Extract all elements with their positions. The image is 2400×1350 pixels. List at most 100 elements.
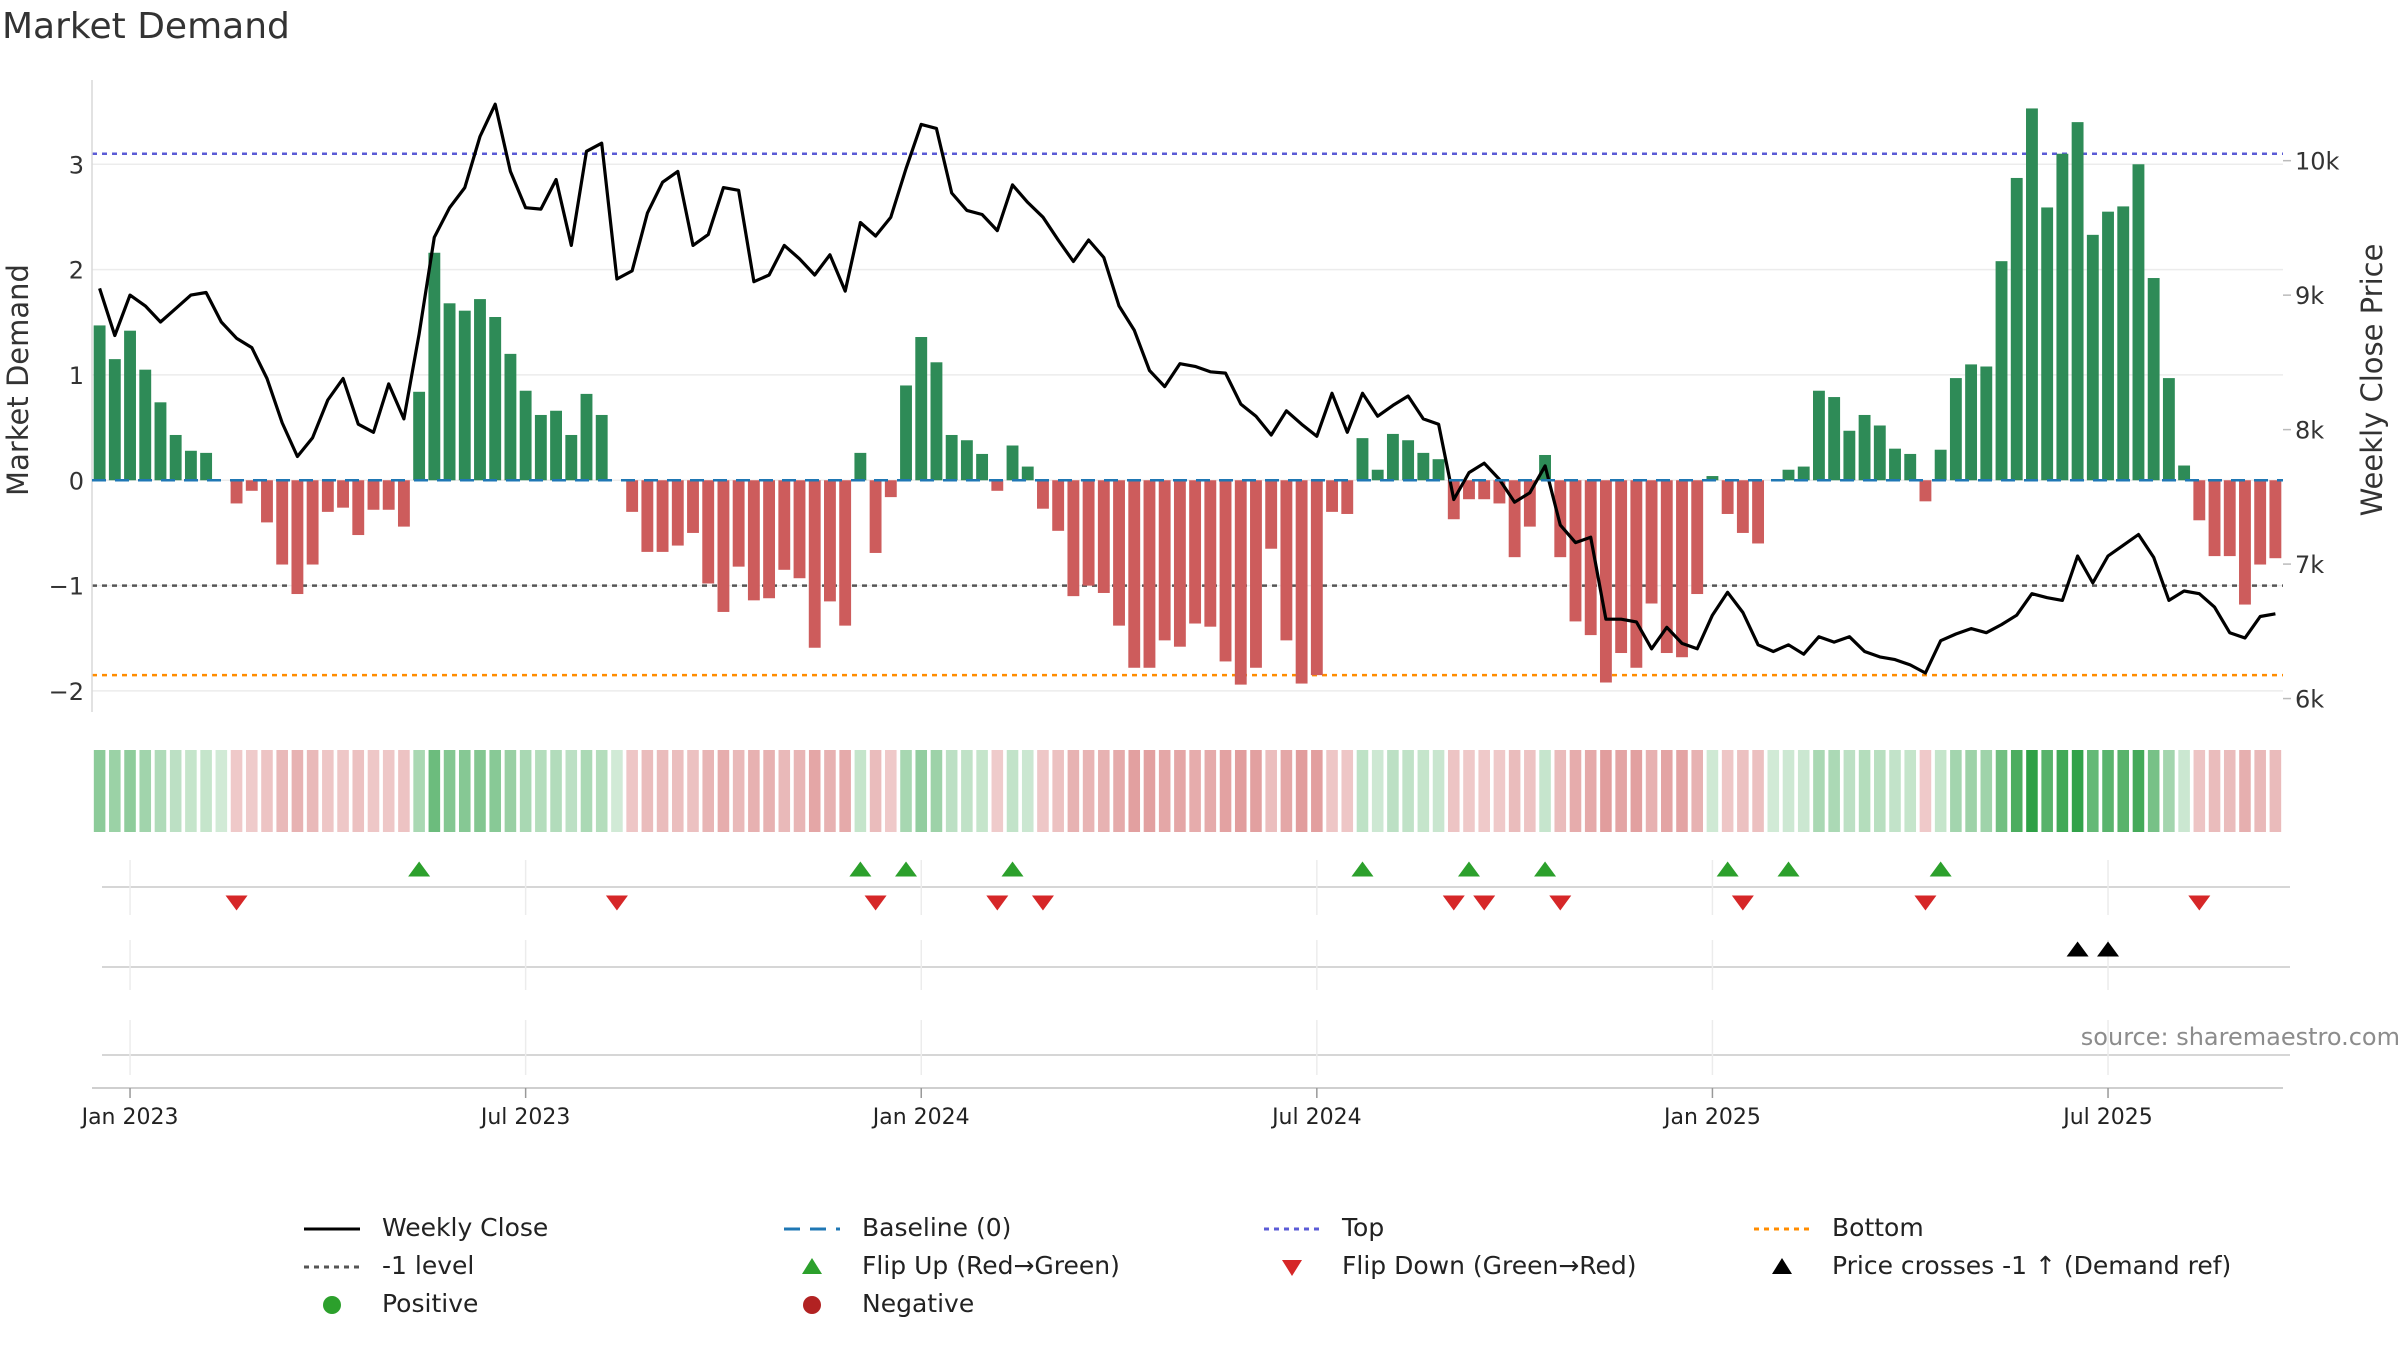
heat-cell [1295, 750, 1308, 832]
heat-cell [550, 750, 562, 832]
heat-cell [1189, 750, 1201, 832]
heat-cell [1204, 750, 1217, 832]
heat-cell [2102, 750, 2114, 832]
heat-cell [124, 750, 136, 832]
demand-bar [641, 480, 654, 552]
heat-cell [1706, 750, 1719, 832]
heat-cell [1052, 750, 1064, 832]
demand-bar [2041, 207, 2054, 481]
signal-markers [102, 860, 2290, 1075]
demand-bar [793, 480, 806, 579]
demand-bar [1204, 480, 1217, 627]
flip-up-marker [1534, 861, 1557, 877]
demand-bar [1782, 469, 1795, 481]
demand-bar [413, 391, 426, 481]
x-tick-label: Jan 2024 [871, 1105, 970, 1130]
heat-cell [1143, 750, 1156, 832]
demand-bar [1660, 480, 1673, 654]
demand-bar [884, 480, 897, 498]
heat-cell [504, 750, 517, 832]
demand-bar [900, 385, 912, 481]
demand-bar [1980, 366, 1993, 481]
demand-bar [930, 362, 943, 481]
heat-cell [1417, 750, 1430, 832]
flip-up-marker [1001, 861, 1024, 877]
heat-cell [215, 750, 228, 832]
demand-bar [2132, 164, 2145, 481]
heat-cell [1919, 750, 1932, 832]
heat-cell [1067, 750, 1080, 832]
demand-bar [1082, 480, 1095, 586]
heat-cell [915, 750, 928, 832]
demand-bar [397, 480, 410, 527]
demand-bar [595, 414, 608, 481]
heat-cell [1737, 750, 1749, 832]
demand-bar [2208, 480, 2221, 557]
heat-cell [748, 750, 760, 832]
demand-bar [154, 402, 167, 481]
x-tick-label: Jan 2023 [80, 1105, 179, 1130]
demand-bar [1310, 480, 1323, 676]
demand-bar [169, 434, 182, 481]
flip-down-marker [1549, 895, 1572, 911]
demand-bar [808, 480, 821, 648]
heat-cell [672, 750, 684, 832]
y-tick-label: −2 [49, 678, 84, 706]
demand-bar [2254, 480, 2267, 565]
demand-bar [1478, 480, 1491, 500]
heat-cell [200, 750, 212, 832]
heat-cell [245, 750, 258, 832]
heat-cell [1843, 750, 1856, 832]
heat-cell [1950, 750, 1962, 832]
demand-bar [382, 480, 395, 510]
demand-bar [1630, 480, 1643, 668]
heat-cell [1037, 750, 1049, 832]
y-tick-label: 1 [69, 362, 84, 390]
heat-strip [93, 750, 2282, 832]
demand-bar [139, 369, 152, 481]
heat-cell [2087, 750, 2099, 832]
heat-cell [1311, 750, 1323, 832]
demand-bar [1493, 480, 1506, 504]
demand-bar [778, 480, 791, 570]
grid [92, 159, 2291, 700]
heat-cell [824, 750, 836, 832]
legend-label: -1 level [382, 1251, 475, 1280]
heat-cell [169, 750, 182, 832]
heat-cell [413, 750, 425, 832]
legend-label: Weekly Close [382, 1213, 549, 1242]
flip-up-marker [1457, 861, 1480, 877]
demand-bar [108, 359, 121, 481]
demand-bar [1371, 469, 1384, 481]
demand-bar [245, 480, 258, 491]
demand-bar [1858, 414, 1871, 481]
flip-up-marker [895, 861, 918, 877]
heat-cell [1691, 750, 1703, 832]
demand-bar [1523, 480, 1536, 527]
heat-cell [930, 750, 943, 832]
heat-cell [519, 750, 532, 832]
heat-cell [1082, 750, 1095, 832]
flip-down-marker [1031, 895, 1054, 911]
heat-cell [839, 750, 851, 832]
y-axis-title: Market Demand [1, 264, 35, 496]
demand-bar [1356, 438, 1369, 481]
heat-cell [1128, 750, 1141, 832]
heat-cell [1554, 750, 1567, 832]
heat-cell [1630, 750, 1643, 832]
x-tick-label: Jul 2023 [479, 1105, 571, 1130]
heat-cell [2269, 750, 2282, 832]
heat-cell [489, 750, 501, 832]
heat-cell [2132, 750, 2145, 832]
red-dot-icon [803, 1296, 821, 1314]
heat-cell [1326, 750, 1338, 832]
heat-cell [1813, 750, 1825, 832]
demand-bar [1995, 261, 2008, 481]
heat-cell [2208, 750, 2221, 832]
demand-bar [869, 480, 882, 553]
demand-bar [915, 337, 928, 481]
demand-bar [854, 452, 867, 481]
demand-bars [93, 108, 2282, 685]
demand-bar [2223, 480, 2236, 557]
flip-down-marker [1731, 895, 1754, 911]
